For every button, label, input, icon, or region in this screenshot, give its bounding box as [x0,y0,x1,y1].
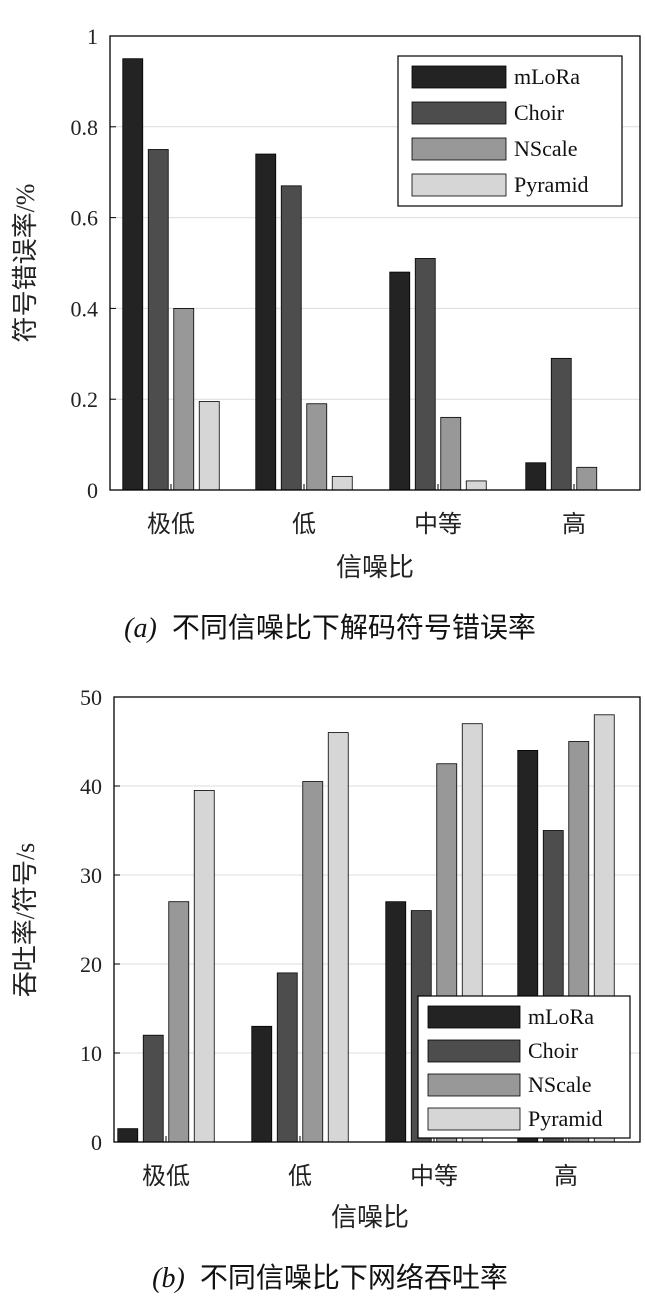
y-tick-label: 50 [80,685,102,710]
y-tick-label: 40 [80,774,102,799]
chart-b-legend: mLoRa Choir NScale Pyramid [417,995,631,1139]
legend-label: NScale [528,1072,592,1097]
bar-mlora-1 [255,153,277,491]
chart-b-plot-frame [113,696,641,1143]
legend-label: Pyramid [528,1106,603,1131]
bar-nscale-3 [576,466,598,491]
legend-swatch [411,137,507,161]
chart-a-legend: mLoRa Choir NScale Pyramid [397,55,623,207]
bar-pyramid-1 [327,732,349,1143]
y-tick-label: 20 [80,952,102,977]
legend-label: mLoRa [514,64,580,89]
x-tick-label: 极低 [142,1163,190,1190]
x-tick-label: 中等 [414,511,462,538]
bar-nscale-1 [302,781,324,1143]
x-tick-label: 低 [288,1163,312,1190]
y-tick-label: 0.4 [71,296,99,321]
chart-b-caption-tag: (b) [152,1263,185,1294]
bar-choir-1 [276,972,298,1143]
bar-nscale-2 [440,416,462,491]
y-tick-label: 0 [91,1130,102,1155]
legend-label: Choir [514,100,565,125]
legend-swatch [427,1039,521,1063]
y-tick-label: 0.6 [71,206,99,231]
bar-choir-2 [414,258,436,491]
x-tick-label: 高 [554,1163,578,1190]
bar-mlora-0 [117,1128,139,1143]
legend-swatch [427,1073,521,1097]
bar-pyramid-1 [331,475,353,491]
legend-label: NScale [514,136,578,161]
chart-a: 0 0.2 0.4 0.6 0.8 1 极低 低 中等 高 信噪比 符号错误率/% mLoRa C… [11,24,641,644]
chart-b-legend-entries: mLoRa Choir NScale Pyramid [427,1004,603,1131]
bar-mlora-1 [251,1025,273,1143]
x-tick-label: 低 [292,511,316,538]
legend-label: mLoRa [528,1004,594,1029]
y-tick-label: 0.8 [71,115,99,140]
chart-b-y-tick-labels: 0 10 20 30 40 50 [80,685,102,1155]
legend-swatch [427,1107,521,1131]
chart-a-plot-frame [109,35,641,491]
chart-a-caption-text: 不同信噪比下解码符号错误率 [172,612,536,644]
bar-choir-0 [142,1034,164,1143]
legend-label: Choir [528,1038,579,1063]
chart-a-x-axis-label: 信噪比 [336,553,414,582]
bar-mlora-3 [525,462,547,491]
x-tick-label: 极低 [147,511,195,538]
y-tick-label: 0 [87,478,98,503]
chart-a-caption-tag: (a) [124,613,157,644]
chart-b-caption: (b) 不同信噪比下网络吞吐率 [152,1262,508,1294]
chart-a-caption: (a) 不同信噪比下解码符号错误率 [124,612,536,644]
bar-nscale-1 [306,403,328,491]
y-tick-label: 0.2 [71,387,99,412]
legend-swatch [427,1005,521,1029]
legend-swatch [411,173,507,197]
legend-swatch [411,65,507,89]
bar-mlora-0 [122,58,144,491]
x-tick-label: 高 [562,511,586,538]
bar-choir-1 [280,185,302,491]
bar-choir-3 [550,357,572,491]
bar-nscale-0 [168,901,190,1143]
legend-swatch [411,101,507,125]
chart-b-x-tick-labels: 极低 低 中等 高 [142,1163,578,1190]
chart-b: 0 10 20 30 40 50 极低 低 中等 高 信噪比 吞吐率/符号/s mLoRa Cho… [11,685,641,1294]
chart-b-caption-text: 不同信噪比下网络吞吐率 [200,1262,508,1294]
bar-mlora-2 [385,901,407,1143]
bar-mlora-2 [389,271,411,491]
bar-nscale-0 [173,307,195,491]
y-tick-label: 10 [80,1041,102,1066]
bar-choir-0 [147,149,169,491]
legend-label: Pyramid [514,172,589,197]
chart-b-x-axis-label: 信噪比 [331,1203,409,1232]
y-tick-label: 1 [87,24,98,49]
y-tick-label: 30 [80,863,102,888]
chart-b-y-axis-label: 吞吐率/符号/s [11,843,40,998]
chart-a-y-axis-label: 符号错误率/% [11,184,40,343]
bar-pyramid-2 [465,480,487,491]
chart-a-legend-entries: mLoRa Choir NScale Pyramid [411,64,589,197]
bar-pyramid-0 [193,790,215,1143]
chart-a-y-tick-labels: 0 0.2 0.4 0.6 0.8 1 [71,24,99,503]
bar-pyramid-0 [198,401,220,491]
chart-a-x-tick-labels: 极低 低 中等 高 [147,511,586,538]
x-tick-label: 中等 [410,1163,458,1190]
